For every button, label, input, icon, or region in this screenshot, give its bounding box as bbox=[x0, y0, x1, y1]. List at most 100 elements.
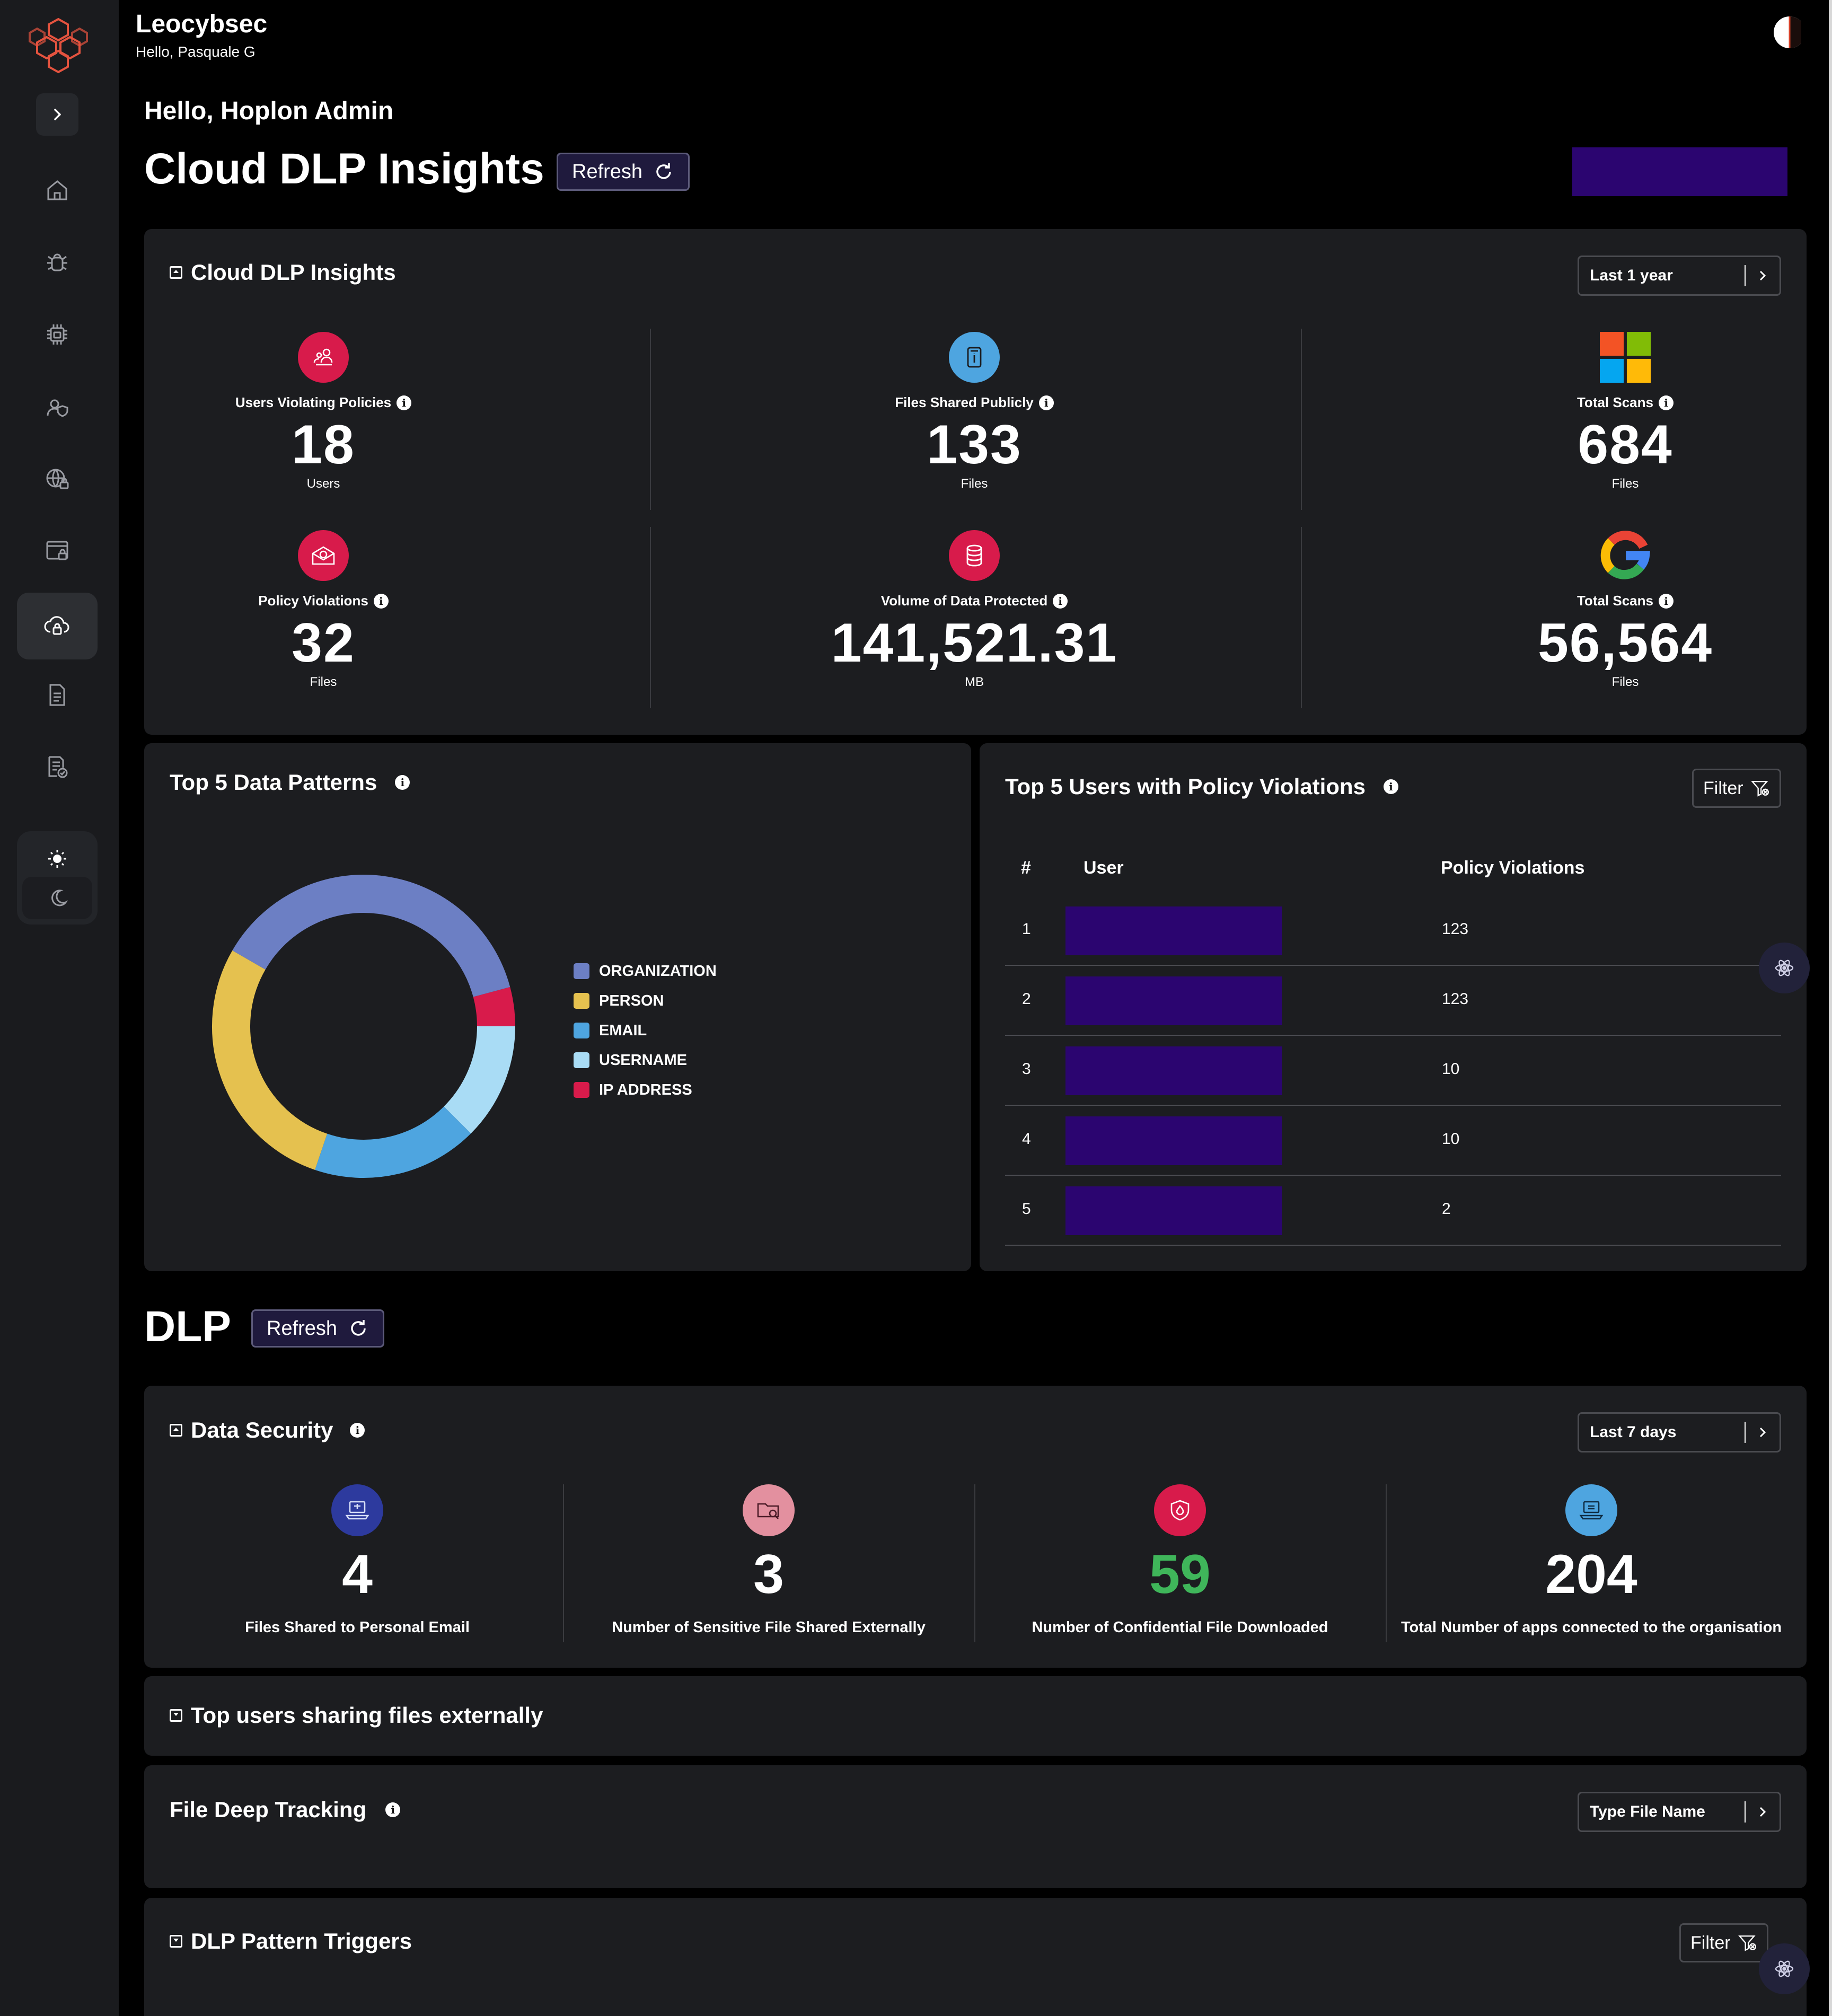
refresh-label: Refresh bbox=[572, 160, 643, 183]
admin-greeting: Hello, Hoplon Admin bbox=[144, 97, 394, 125]
insights-refresh-button[interactable]: Refresh bbox=[557, 153, 690, 191]
file-name-input[interactable]: Type File Name bbox=[1578, 1792, 1781, 1832]
assistant-button[interactable] bbox=[1759, 943, 1810, 993]
info-icon[interactable]: i bbox=[1659, 593, 1674, 609]
sidebar-item-documents[interactable] bbox=[17, 662, 98, 728]
sun-icon bbox=[48, 850, 66, 868]
brand-name: Leocybsec bbox=[136, 10, 268, 38]
stat-value: 141,521.31 bbox=[831, 612, 1118, 674]
shield-fire-icon bbox=[1154, 1484, 1206, 1536]
info-icon[interactable]: i bbox=[397, 395, 412, 410]
legend-item[interactable]: PERSON bbox=[574, 986, 717, 1016]
stat-label: Users Violating Policies bbox=[235, 394, 392, 410]
legend-item[interactable]: ORGANIZATION bbox=[574, 956, 717, 986]
pattern-triggers-filter-button[interactable]: Filter bbox=[1679, 1923, 1768, 1962]
row-count: 123 bbox=[1442, 920, 1469, 938]
assistant-button[interactable] bbox=[1759, 1943, 1810, 1994]
scrollbar[interactable] bbox=[1829, 0, 1832, 2016]
user-greeting: Hello, Pasquale G bbox=[136, 43, 256, 60]
data-security-range-select[interactable]: Last 7 days bbox=[1578, 1412, 1781, 1452]
sidebar-item-cloud-dlp[interactable] bbox=[17, 593, 98, 659]
stat-value: 4 bbox=[342, 1544, 373, 1605]
legend-label: IP ADDRESS bbox=[599, 1081, 692, 1098]
expand-sidebar-button[interactable] bbox=[36, 93, 78, 136]
legend-item[interactable]: USERNAME bbox=[574, 1045, 717, 1075]
info-icon[interactable]: i bbox=[1038, 395, 1054, 410]
mail-alert-icon bbox=[298, 530, 349, 581]
dark-mode-button[interactable] bbox=[22, 877, 92, 919]
page-title: Cloud DLP Insights bbox=[144, 145, 544, 193]
collapse-icon[interactable] bbox=[170, 1424, 182, 1437]
pattern-triggers-title[interactable]: DLP Pattern Triggers bbox=[170, 1929, 412, 1954]
row-rank: 3 bbox=[1022, 1060, 1031, 1078]
donut-slice-organization[interactable] bbox=[232, 875, 510, 997]
info-icon[interactable]: i bbox=[373, 593, 389, 609]
info-icon[interactable]: i bbox=[395, 775, 410, 790]
stat-value: 3 bbox=[753, 1544, 784, 1605]
info-icon[interactable]: i bbox=[350, 1423, 365, 1438]
top-users-card: Top users sharing files externally bbox=[144, 1676, 1807, 1756]
sidebar-item-network[interactable] bbox=[17, 445, 98, 512]
sidebar-item-compliance[interactable] bbox=[17, 734, 98, 800]
legend-swatch bbox=[574, 1023, 589, 1038]
chevron-right-icon bbox=[54, 109, 61, 120]
insights-card: Cloud DLP Insights Last 1 year Users Vio… bbox=[144, 229, 1807, 735]
laptop-apps-icon bbox=[1565, 1484, 1617, 1536]
stat-label: Total Scans bbox=[1576, 593, 1653, 609]
stat-value: 32 bbox=[292, 612, 355, 674]
donut-slice-username[interactable] bbox=[443, 1026, 515, 1134]
info-icon[interactable]: i bbox=[1053, 593, 1068, 609]
sidebar-item-web[interactable] bbox=[17, 517, 98, 584]
collapse-icon[interactable] bbox=[170, 266, 182, 279]
stat-value: 59 bbox=[1149, 1544, 1211, 1605]
expand-icon[interactable] bbox=[170, 1709, 182, 1722]
stat-label: Total Scans bbox=[1576, 394, 1653, 410]
legend-item[interactable]: EMAIL bbox=[574, 1016, 717, 1045]
stat-label: Files Shared Publicly bbox=[895, 394, 1034, 410]
stat-label: Total Number of apps connected to the or… bbox=[1401, 1619, 1782, 1636]
logo-icon[interactable] bbox=[29, 16, 88, 75]
stat-label: Files Shared to Personal Email bbox=[245, 1619, 470, 1636]
stat-value: 56,564 bbox=[1537, 612, 1713, 674]
avatar[interactable] bbox=[1772, 13, 1801, 52]
dlp-refresh-button[interactable]: Refresh bbox=[251, 1309, 385, 1348]
legend-swatch bbox=[574, 963, 589, 979]
info-icon[interactable]: i bbox=[1383, 779, 1398, 794]
expand-icon[interactable] bbox=[170, 1935, 182, 1948]
stat-users-violating: Users Violating Policies i 18 Users bbox=[175, 332, 472, 491]
sidebar-item-threats[interactable] bbox=[17, 229, 98, 296]
top-users-title[interactable]: Top users sharing files externally bbox=[170, 1703, 543, 1728]
chip-icon bbox=[47, 324, 67, 345]
col-rank: # bbox=[1021, 858, 1031, 878]
user-shield-icon bbox=[47, 399, 68, 417]
legend-item[interactable]: IP ADDRESS bbox=[574, 1075, 717, 1105]
donut-slice-ip-address[interactable] bbox=[473, 987, 515, 1027]
stat-files-personal-email: 4 Files Shared to Personal Email bbox=[156, 1484, 559, 1636]
info-icon[interactable]: i bbox=[1659, 395, 1674, 410]
cloud-lock-icon bbox=[44, 616, 69, 635]
donut-slice-person[interactable] bbox=[212, 950, 328, 1170]
info-icon[interactable]: i bbox=[385, 1802, 401, 1817]
pattern-triggers-card: DLP Pattern Triggers Filter bbox=[144, 1898, 1807, 2016]
dlp-title: DLP bbox=[144, 1302, 231, 1351]
bug-icon bbox=[47, 253, 67, 271]
atom-icon bbox=[1775, 1960, 1794, 1977]
stat-label: Number of Confidential File Downloaded bbox=[1032, 1619, 1328, 1636]
chevron-right-icon bbox=[1759, 1807, 1766, 1817]
row-rank: 5 bbox=[1022, 1200, 1031, 1218]
sidebar-item-home[interactable] bbox=[17, 157, 98, 224]
database-icon bbox=[949, 530, 1000, 581]
donut-slice-email[interactable] bbox=[315, 1106, 471, 1178]
filter-icon bbox=[1750, 781, 1769, 797]
legend-label: PERSON bbox=[599, 992, 664, 1009]
violations-filter-button[interactable]: Filter bbox=[1692, 769, 1781, 808]
violations-card: Top 5 Users with Policy Violations i Fil… bbox=[980, 743, 1807, 1271]
stat-label: Volume of Data Protected bbox=[880, 593, 1048, 609]
chevron-right-icon bbox=[1759, 1427, 1766, 1438]
col-violations: Policy Violations bbox=[1441, 858, 1585, 878]
insights-range-select[interactable]: Last 1 year bbox=[1578, 256, 1781, 296]
sidebar-item-identity[interactable] bbox=[17, 373, 98, 440]
light-mode-button[interactable] bbox=[17, 838, 98, 880]
sidebar-item-devices[interactable] bbox=[17, 301, 98, 368]
redacted-user bbox=[1065, 906, 1282, 955]
